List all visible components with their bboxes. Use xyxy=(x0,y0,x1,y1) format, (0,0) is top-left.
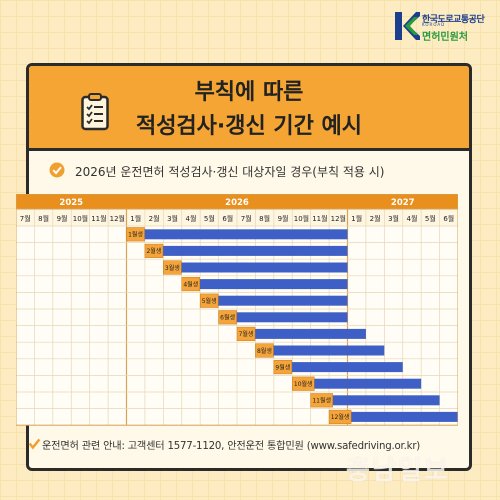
month-label: 12월 xyxy=(110,214,125,223)
birth-month-label: 7월생 xyxy=(239,330,254,338)
birth-month-label: 5월생 xyxy=(202,297,217,305)
title-line-1: 부칙에 따른 xyxy=(194,80,304,105)
footer-contact-info: 운전면허 관련 안내: 고객센터 1577-1120, 안전운전 통합민원 (w… xyxy=(42,441,421,452)
month-label: 5월 xyxy=(425,214,436,223)
month-label: 1월 xyxy=(130,214,141,223)
month-label: 11월 xyxy=(312,214,327,223)
period-bar xyxy=(237,328,366,339)
birth-month-tag xyxy=(199,293,219,308)
period-bar xyxy=(126,229,348,240)
month-label: 4월 xyxy=(186,214,197,223)
period-bar xyxy=(200,295,348,306)
month-label: 8월 xyxy=(38,214,49,223)
period-bar xyxy=(144,245,348,256)
koroad-logo-mark-icon xyxy=(395,12,420,40)
month-label: 1월 xyxy=(351,214,362,223)
logo-org-name: 한국도로교통공단 xyxy=(422,15,485,25)
subtitle: 2026년 운전면허 적성검사·갱신 대상자일 경우(부칙 적용 시) xyxy=(75,165,385,179)
month-label: 7월 xyxy=(241,214,252,223)
period-bar xyxy=(218,312,348,323)
birth-month-tag xyxy=(255,343,274,358)
title-line-2: 적성검사·갱신 기간 예시 xyxy=(135,114,363,139)
month-label: 10월 xyxy=(73,214,88,223)
birth-month-tag xyxy=(144,243,164,258)
year-label: 2025 xyxy=(59,198,83,208)
month-label: 12월 xyxy=(331,214,346,223)
birth-month-tag xyxy=(328,409,352,424)
month-label: 2월 xyxy=(149,214,160,223)
month-label: 6월 xyxy=(222,214,233,223)
check-circle-icon xyxy=(49,162,65,178)
month-label: 5월 xyxy=(204,214,215,223)
birth-month-tag xyxy=(310,393,333,408)
birth-month-label: 4월생 xyxy=(183,280,198,288)
period-bar xyxy=(181,279,348,290)
birth-month-tag xyxy=(292,376,315,391)
period-bar xyxy=(163,262,348,273)
birth-month-label: 1월생 xyxy=(128,231,143,239)
birth-month-label: 10월생 xyxy=(294,380,313,388)
year-label: 2027 xyxy=(391,198,415,208)
month-label: 10월 xyxy=(294,214,309,223)
year-header-cell xyxy=(16,194,127,209)
period-bar xyxy=(292,378,422,389)
month-label: 9월 xyxy=(278,214,289,223)
birth-month-label: 6월생 xyxy=(220,314,235,322)
birth-month-tag xyxy=(126,227,145,242)
period-bar xyxy=(329,411,458,422)
clipboard-checklist-icon xyxy=(81,93,109,131)
period-bar xyxy=(310,395,440,406)
chart-border xyxy=(16,194,458,426)
month-label: 3월 xyxy=(167,214,178,223)
logo-org-sub: KOROAD xyxy=(422,22,446,27)
birth-month-tag xyxy=(273,360,293,375)
month-label: 11월 xyxy=(91,214,106,223)
check-mark-icon xyxy=(28,438,41,450)
koroad-logo: 한국도로교통공단 KOROAD 면허민원처 xyxy=(394,10,494,43)
logo-service-name: 면허민원처 xyxy=(422,32,468,43)
birth-month-tag xyxy=(218,310,237,325)
birth-month-tag xyxy=(236,326,256,341)
month-label: 2월 xyxy=(370,214,381,223)
period-bar xyxy=(255,345,385,356)
birth-month-label: 9월생 xyxy=(275,363,290,371)
birth-month-label: 3월생 xyxy=(165,264,180,272)
birth-month-tag xyxy=(181,277,200,292)
month-label: 3월 xyxy=(388,214,399,223)
year-header-cell xyxy=(126,194,348,209)
month-label: 8월 xyxy=(259,214,270,223)
birth-month-tag xyxy=(163,260,182,275)
birth-month-label: 11월생 xyxy=(312,397,331,405)
watermark-text: 충남일보 xyxy=(346,456,450,486)
year-label: 2026 xyxy=(225,198,249,208)
birth-month-label: 12월생 xyxy=(331,413,350,421)
month-label: 9월 xyxy=(57,214,68,223)
card-header: 부칙에 따른 적성검사·갱신 기간 예시 xyxy=(29,66,469,151)
year-header-cell xyxy=(347,194,458,209)
birth-month-label: 8월생 xyxy=(257,347,272,355)
month-label: 6월 xyxy=(443,214,454,223)
month-label: 7월 xyxy=(20,214,31,223)
month-label: 4월 xyxy=(407,214,418,223)
period-bar xyxy=(273,362,403,373)
birth-month-label: 2월생 xyxy=(146,247,161,255)
